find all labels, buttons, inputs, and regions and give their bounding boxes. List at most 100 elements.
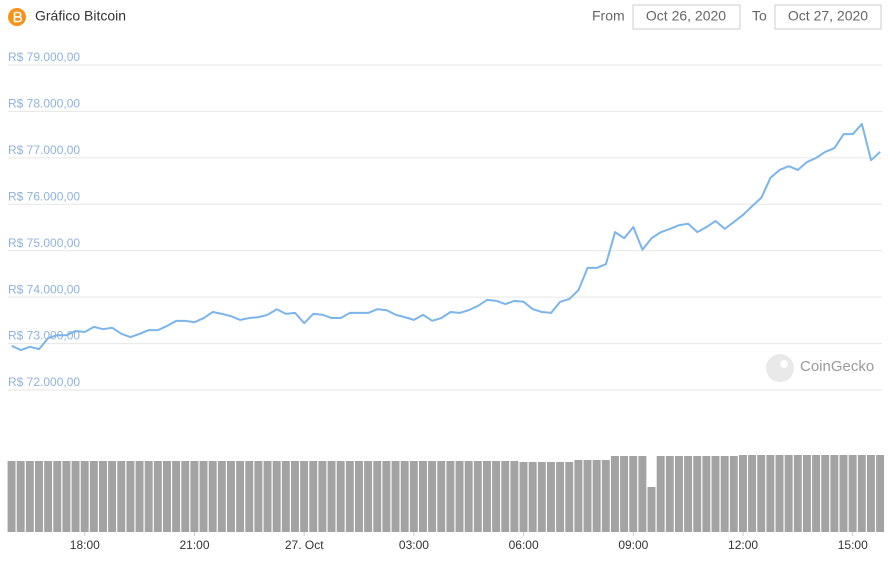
to-label: To <box>752 8 767 24</box>
y-tick-label: R$ 73.000,00 <box>8 329 80 343</box>
volume-bar <box>537 462 546 532</box>
to-date[interactable]: Oct 27, 2020 <box>788 8 868 24</box>
volume-bar <box>245 461 254 532</box>
y-tick-label: R$ 77.000,00 <box>8 143 80 157</box>
volume-bar <box>866 455 875 532</box>
volume-bar <box>126 461 135 532</box>
volume-bar <box>208 461 217 532</box>
volume-bar <box>629 456 638 532</box>
plot-layer: 18:00 21:00 27. Oct 03:00 06:00 09:00 12:00 15:… <box>7 122 885 552</box>
volume-bar <box>583 460 592 532</box>
volume-bar <box>382 461 391 532</box>
volume-bar <box>44 461 53 532</box>
volume-bar <box>775 455 784 532</box>
volume-bar <box>80 461 89 532</box>
volume-bar <box>574 460 583 532</box>
volume-bar <box>656 456 665 532</box>
volume-bar <box>857 455 866 532</box>
volume-bar <box>153 461 162 532</box>
volume-bar <box>172 461 181 532</box>
volume-bar <box>236 461 245 532</box>
volume-bar <box>647 487 656 532</box>
volume-bar <box>446 461 455 532</box>
volume-bar <box>272 461 281 532</box>
volume-bar <box>876 455 885 532</box>
volume-bar <box>610 456 619 532</box>
volume-bar <box>684 456 693 532</box>
volume-bar <box>693 456 702 532</box>
volume-bar <box>473 461 482 532</box>
volume-bar <box>665 456 674 532</box>
volume-bar <box>364 461 373 532</box>
volume-bar <box>71 461 80 532</box>
volume-bar <box>501 461 510 532</box>
volume-bar <box>135 461 144 532</box>
volume-bar <box>729 456 738 532</box>
volume-bar <box>345 461 354 532</box>
x-tick-label: 18:00 <box>70 538 100 552</box>
x-tick-label: 21:00 <box>179 538 209 552</box>
volume-bar <box>638 456 647 532</box>
volume-bar <box>482 461 491 532</box>
volume-bar <box>336 461 345 532</box>
volume-bar <box>784 455 793 532</box>
volume-bar <box>144 461 153 532</box>
y-tick-label: R$ 75.000,00 <box>8 236 80 250</box>
chart-title: Gráfico Bitcoin <box>35 8 126 24</box>
volume-bar <box>464 461 473 532</box>
x-tick-label: 03:00 <box>399 538 429 552</box>
volume-bar <box>437 461 446 532</box>
volume-bar <box>757 455 766 532</box>
to-date-input[interactable] <box>774 4 882 30</box>
y-tick-label: R$ 72.000,00 <box>8 375 80 389</box>
volume-bar <box>16 461 25 532</box>
volume-bar <box>117 461 126 532</box>
volume-bar <box>565 462 574 532</box>
volume-bar <box>373 461 382 532</box>
volume-bar <box>263 461 272 532</box>
volume-bar <box>711 456 720 532</box>
volume-bar <box>309 461 318 532</box>
watermark-icon <box>766 354 794 382</box>
volume-bar <box>519 462 528 532</box>
volume-bar <box>812 455 821 532</box>
watermark-text: CoinGecko <box>800 358 874 375</box>
x-tick-label: 27. Oct <box>285 538 324 552</box>
volume-bar <box>839 455 848 532</box>
volume-bar <box>391 461 400 532</box>
volume-bar <box>190 461 199 532</box>
volume-bar <box>802 455 811 532</box>
volume-bar <box>793 455 802 532</box>
volume-bar <box>53 461 62 532</box>
volume-bar <box>528 462 537 532</box>
y-tick-label: R$ 78.000,00 <box>8 97 80 111</box>
x-tick-label: 06:00 <box>509 538 539 552</box>
volume-bar <box>217 461 226 532</box>
volume-bar <box>99 461 107 532</box>
volume-bar <box>281 461 290 532</box>
volume-bar <box>7 461 16 532</box>
y-tick-label: R$ 79.000,00 <box>8 50 80 64</box>
volume-bar <box>738 455 747 532</box>
volume-bar <box>492 461 501 532</box>
volume-bar <box>766 455 775 532</box>
from-date-input[interactable] <box>632 4 741 30</box>
header: Gráfico Bitcoin From Oct 26, 2020 To Oct… <box>8 4 882 30</box>
volume-bar <box>720 456 729 532</box>
from-date[interactable]: Oct 26, 2020 <box>646 8 726 24</box>
volume-bar <box>199 461 208 532</box>
volume-bar <box>601 460 610 532</box>
volume-bar <box>620 456 629 532</box>
volume-bar <box>181 461 190 532</box>
volume-bar <box>89 461 98 532</box>
volume-bar <box>748 455 757 532</box>
volume-bar <box>592 460 601 532</box>
volume-bar <box>418 461 427 532</box>
volume-bar <box>455 461 464 532</box>
watermark-eye <box>780 360 788 368</box>
x-tick-label: 12:00 <box>728 538 758 552</box>
x-tick-label: 15:00 <box>838 538 868 552</box>
volume-bar <box>830 455 839 532</box>
volume-bar <box>254 461 263 532</box>
